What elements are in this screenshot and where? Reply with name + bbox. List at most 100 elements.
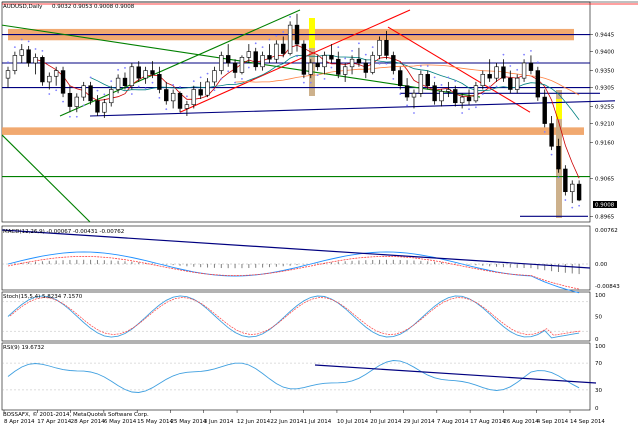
candle-body: [253, 51, 258, 68]
sar-dot: [234, 81, 236, 84]
candle-body: [239, 57, 245, 73]
sar-dot: [440, 84, 443, 86]
pane-frame-3: [1, 342, 591, 411]
pane-frames: [1, 1, 638, 411]
candle-body: [157, 74, 162, 90]
candle-body: [88, 85, 93, 102]
candle-body: [425, 74, 430, 87]
sar-dot: [426, 65, 429, 67]
sar-dot: [364, 53, 367, 56]
price-tick-label: 0.9350: [595, 69, 615, 75]
candle-body: [377, 39, 382, 56]
stoch-signal: [9, 297, 582, 336]
sar-dot: [192, 80, 195, 83]
rsi-tick-label: 0: [595, 406, 599, 412]
rsi-line: [7, 360, 580, 393]
sar-dot: [564, 199, 567, 201]
sar-dot: [62, 100, 64, 103]
sar-dot: [523, 53, 525, 56]
sar-dot: [557, 176, 560, 179]
price-tick-label: 0.9255: [595, 105, 615, 111]
highlight-bar: [309, 18, 315, 48]
candle-body: [129, 66, 135, 87]
candle-body: [349, 58, 355, 68]
sar-dot: [351, 49, 353, 52]
current-price-label: 0.9008: [595, 203, 615, 209]
date-tick-label: 28 Apr 2014: [71, 419, 106, 425]
sar-dot: [399, 93, 402, 95]
candle-body: [466, 96, 472, 102]
macd-signal: [7, 255, 580, 290]
sar-dot: [481, 93, 484, 95]
sar-dot: [220, 78, 223, 80]
sar-dot: [275, 34, 278, 37]
date-tick-label: 26 Aug 2014: [503, 419, 539, 425]
rsi-pane: [2, 360, 597, 393]
price-tick-label: 0.9210: [595, 122, 615, 128]
date-axis: 8 Apr 2014 17 Apr 2014 28 Apr 2014 6 May 20…: [3, 410, 605, 425]
candle-body: [432, 85, 437, 102]
parabolic-sar: [7, 15, 581, 209]
candle-body: [453, 89, 458, 104]
candle-body: [12, 55, 18, 71]
candle-body: [329, 55, 334, 60]
candle-body: [398, 70, 403, 87]
sar-dot: [20, 38, 23, 41]
candle-body: [384, 39, 389, 56]
candle-body: [439, 91, 444, 102]
current-price-marker: [593, 201, 617, 208]
date-tick-label: 8 Apr 2014: [4, 419, 35, 425]
candle-body: [95, 100, 100, 113]
sar-dot: [206, 72, 209, 75]
candle-body: [473, 85, 479, 102]
candle-body: [370, 55, 375, 73]
sar-dot: [509, 65, 512, 67]
candle-body: [122, 77, 128, 87]
candle-body: [556, 145, 561, 170]
candle-body: [308, 62, 313, 75]
candle-body: [281, 43, 286, 54]
sar-dot: [488, 85, 491, 88]
candle-body: [53, 70, 59, 77]
pane-frame-2: [1, 291, 591, 342]
sar-dot: [447, 76, 450, 79]
candle-body: [205, 81, 210, 96]
candle-body: [480, 74, 485, 87]
rsi-trend-line: [314, 364, 597, 384]
candle-body: [150, 70, 155, 75]
candle-body: [549, 123, 554, 147]
candle-body: [115, 77, 121, 90]
trend-line: [89, 100, 616, 117]
candle-body: [212, 70, 217, 83]
sar-dot: [475, 106, 477, 109]
candle-body: [33, 57, 38, 64]
candle-body: [177, 92, 183, 109]
sar-dot: [261, 46, 264, 48]
sar-dot: [371, 46, 374, 48]
trend-line: [59, 9, 301, 117]
candle-body: [315, 62, 320, 68]
sar-dot: [75, 115, 78, 118]
candle-body: [287, 24, 293, 54]
candle-body: [81, 85, 86, 98]
sar-dot: [48, 93, 51, 95]
sar-dot: [330, 66, 333, 69]
sar-dot: [289, 15, 292, 18]
date-tick-label: 3 Jun 2014: [204, 419, 234, 425]
price-axis: 0.9445 0.9400 0.9350 0.9305 0.9255 0.9210 0.91…: [590, 33, 620, 412]
candle-body: [356, 58, 362, 64]
candle-body: [411, 92, 417, 98]
sar-dot: [137, 85, 140, 88]
candle-body: [260, 55, 265, 68]
sar-dot: [124, 67, 126, 69]
candle-body: [391, 55, 396, 71]
candle-body: [19, 49, 24, 56]
sar-dot: [433, 76, 436, 79]
candle-body: [225, 55, 231, 64]
moving-average-13: [90, 54, 580, 121]
sar-dot: [41, 49, 44, 52]
moving-averages: [35, 44, 580, 179]
candle-body: [294, 24, 300, 45]
sar-dot: [158, 96, 161, 99]
date-tick-label: 12 Jun 2014: [237, 419, 271, 425]
